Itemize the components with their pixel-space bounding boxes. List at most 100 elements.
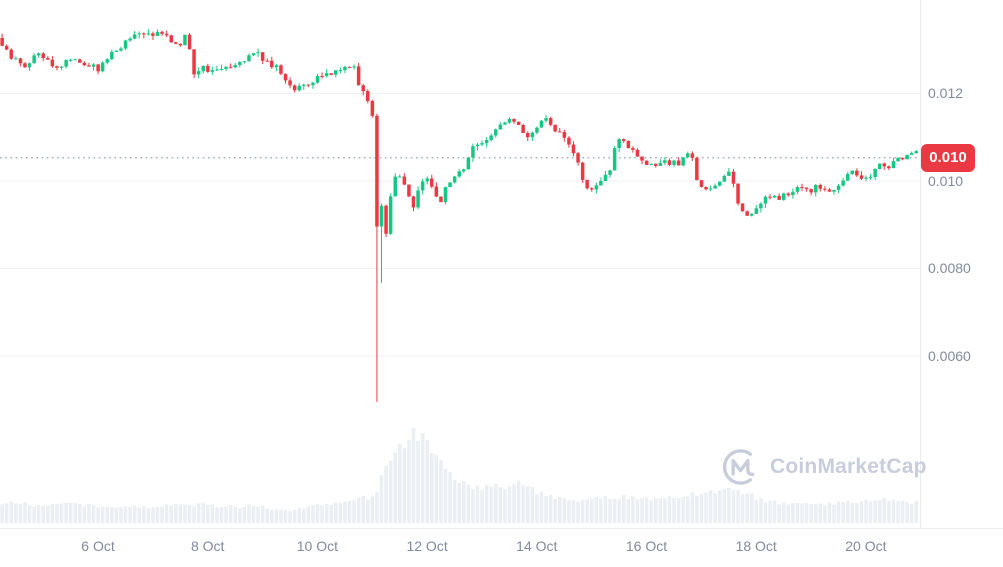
candle-body xyxy=(192,49,196,75)
candle-body xyxy=(553,124,557,132)
volume-bar xyxy=(759,498,763,523)
candle-body xyxy=(695,157,699,181)
volume-bar xyxy=(626,499,631,523)
x-axis-label: 16 Oct xyxy=(625,538,668,554)
candle-body xyxy=(548,118,553,125)
volume-bar xyxy=(297,508,301,523)
volume-bar xyxy=(238,508,242,523)
volume-bar xyxy=(78,504,82,523)
candle-body xyxy=(361,85,365,92)
candle-body xyxy=(238,62,242,65)
candle-body xyxy=(411,196,416,208)
candle-body xyxy=(292,85,297,91)
volume-bar xyxy=(855,502,859,523)
volume-bar xyxy=(635,499,640,523)
candle-body xyxy=(484,140,489,144)
candle-body xyxy=(311,82,315,86)
volume-bar xyxy=(686,496,690,523)
candle-body xyxy=(14,58,18,60)
candle-body xyxy=(288,80,292,86)
current-price-value: 0.010 xyxy=(929,149,967,167)
volume-bar xyxy=(398,443,402,523)
candle-body xyxy=(489,135,493,140)
volume-bar xyxy=(649,500,653,523)
volume-bar xyxy=(18,503,23,523)
volume-bar xyxy=(695,496,699,523)
candle-body xyxy=(686,153,690,158)
volume-bar xyxy=(498,487,503,523)
candle-body xyxy=(727,171,731,176)
candle-body xyxy=(626,141,631,149)
candle-body xyxy=(800,187,804,188)
candle-body xyxy=(571,144,576,154)
volume-bar xyxy=(868,501,873,523)
candle-body xyxy=(846,173,850,181)
volume-bar xyxy=(361,496,365,523)
volume-bar xyxy=(402,448,407,523)
candle-body xyxy=(105,59,109,63)
volume-bar xyxy=(183,504,187,523)
volume-bar xyxy=(260,505,265,523)
candle-body xyxy=(617,139,621,148)
x-axis-label: 18 Oct xyxy=(735,538,777,554)
candle-body xyxy=(18,58,23,64)
volume-bars-layer xyxy=(0,427,918,523)
volume-bar xyxy=(782,502,786,523)
volume-bar xyxy=(201,503,205,523)
candle-body xyxy=(146,33,151,35)
volume-bar xyxy=(562,498,567,523)
volume-bar xyxy=(100,506,105,523)
volume-bar xyxy=(914,501,918,523)
volume-bar xyxy=(219,506,224,523)
volume-bar xyxy=(795,502,800,523)
volume-bar xyxy=(430,453,434,523)
candle-body xyxy=(160,31,164,34)
candle-body xyxy=(827,189,832,192)
volume-bar xyxy=(279,509,283,523)
candle-body xyxy=(338,70,343,72)
candle-body xyxy=(132,34,137,39)
candle-body xyxy=(530,132,535,138)
volume-bar xyxy=(283,509,288,523)
volume-bar xyxy=(631,496,635,523)
candle-body xyxy=(471,146,475,158)
candle-body xyxy=(832,190,836,192)
volume-bar xyxy=(50,503,55,523)
volume-bar xyxy=(836,501,841,523)
candle-body xyxy=(704,187,708,190)
candle-body xyxy=(297,85,301,91)
volume-bar xyxy=(599,498,603,523)
candle-body xyxy=(119,48,123,51)
candle-body xyxy=(521,125,525,133)
volume-bar xyxy=(420,433,425,523)
volume-bar xyxy=(603,496,608,523)
candle-body xyxy=(215,69,219,71)
volume-bar xyxy=(169,505,173,523)
candle-body xyxy=(151,33,155,36)
candle-body xyxy=(777,195,781,200)
volume-bar xyxy=(809,504,813,523)
volume-bar xyxy=(896,501,900,523)
volume-bar xyxy=(311,505,315,523)
volume-bar xyxy=(425,439,429,523)
candle-body xyxy=(64,60,68,67)
candle-body xyxy=(914,151,918,154)
candle-body xyxy=(891,161,896,169)
candle-body xyxy=(256,52,260,54)
x-axis-label: 12 Oct xyxy=(406,538,448,554)
volume-bar xyxy=(658,498,663,523)
candle-body xyxy=(873,169,877,177)
volume-bar xyxy=(23,502,27,523)
volume-bar xyxy=(731,490,736,523)
y-axis-label: 0.010 xyxy=(928,172,964,189)
volume-bar xyxy=(347,501,352,523)
candle-body xyxy=(457,171,461,177)
volume-bar xyxy=(142,506,146,523)
candle-body xyxy=(123,40,128,49)
volume-bar xyxy=(68,502,73,523)
candle-body xyxy=(535,127,539,133)
candle-body xyxy=(32,55,36,64)
